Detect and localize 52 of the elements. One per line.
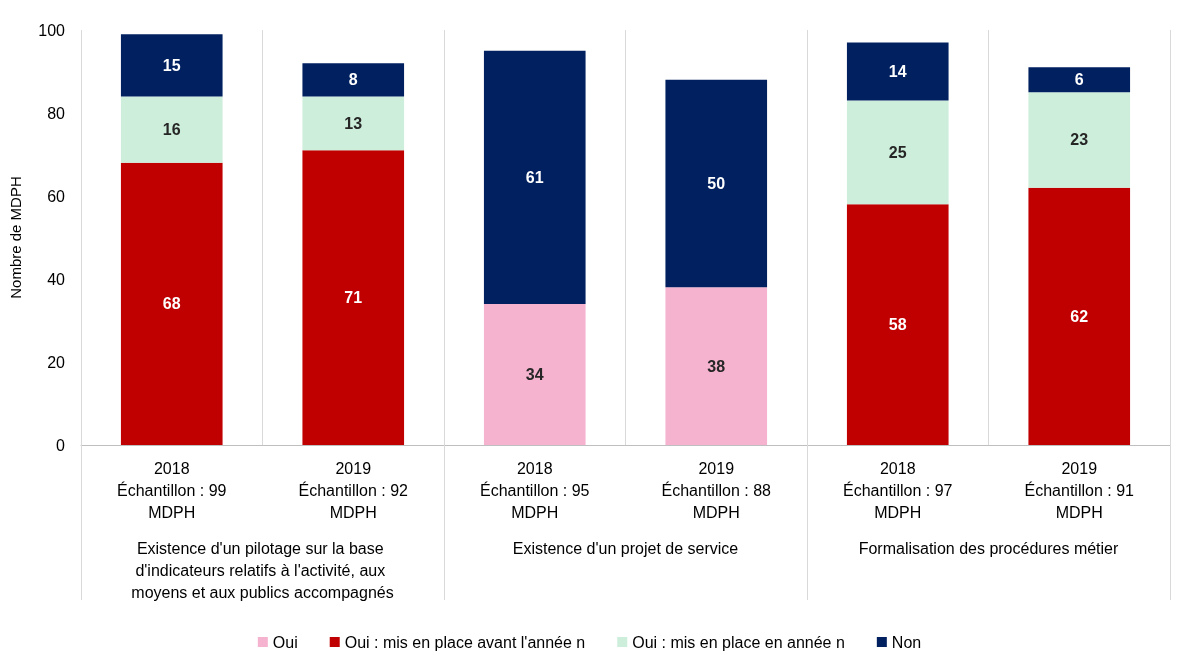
data-label: 15 <box>162 56 181 74</box>
legend-label: Non <box>891 633 922 651</box>
x-tick-label: 2019 Échantillon : 92 MDPH <box>298 459 409 521</box>
text: Formalisation des procédures métier <box>858 539 1119 557</box>
x-tick-label: 2019 Échantillon : 91 MDPH <box>1024 459 1135 521</box>
y-tick-label: 60 <box>47 187 66 205</box>
bar <box>846 204 949 445</box>
data-label: 23 <box>1070 131 1089 149</box>
data-label: 62 <box>1070 307 1089 325</box>
bar <box>1028 67 1131 93</box>
bar <box>302 150 405 445</box>
data-label: 68 <box>162 295 181 313</box>
data-label: 61 <box>525 168 544 186</box>
bar <box>846 100 949 205</box>
text: Existence d'un projet de service <box>512 539 739 557</box>
x-tick-label: 2018 Échantillon : 97 MDPH <box>843 459 953 521</box>
data-label: 14 <box>888 63 907 80</box>
text: Existence d'un pilotage sur la base d'indicateurs relatifs à l'activité, aux moyens et aux publics accompagnés <box>131 539 394 601</box>
x-tick-label: 2019 Échantillon : 88 MDPH <box>661 459 772 521</box>
legend-label: Oui : mis en place avant l'année n <box>344 633 586 651</box>
bar <box>665 79 768 288</box>
bar <box>665 287 768 445</box>
data-label: 34 <box>525 365 544 383</box>
legend-label: Oui <box>272 633 298 651</box>
bar <box>120 96 223 163</box>
x-tick-label: 2018 Échantillon : 99 MDPH <box>117 459 227 521</box>
data-label: 16 <box>162 121 181 139</box>
y-tick-label: 40 <box>47 270 66 288</box>
y-tick-label: 80 <box>47 104 66 122</box>
bar <box>483 303 586 445</box>
bar <box>483 50 586 304</box>
data-label: 58 <box>888 316 907 334</box>
data-label: 6 <box>1074 71 1084 89</box>
bar <box>302 96 405 151</box>
y-axis-title: Nombre de MDPH <box>7 176 24 299</box>
y-tick-label: 0 <box>56 436 66 454</box>
bar <box>302 63 405 97</box>
x-tick-label: 2018 Échantillon : 95 MDPH <box>480 459 590 521</box>
legend-label: Oui : mis en place en année n <box>632 633 845 651</box>
data-label: 38 <box>707 357 726 375</box>
bar <box>1028 92 1131 188</box>
y-tick-label: 100 <box>38 21 66 39</box>
data-label: 71 <box>344 289 363 307</box>
data-label: 50 <box>707 175 726 193</box>
data-label: 25 <box>888 143 907 161</box>
data-label: 13 <box>344 114 363 132</box>
bar <box>120 34 223 97</box>
bar <box>1028 187 1131 445</box>
bar <box>846 42 949 101</box>
data-label: 8 <box>348 71 358 89</box>
y-tick-label: 20 <box>47 353 66 371</box>
bar <box>120 162 223 445</box>
